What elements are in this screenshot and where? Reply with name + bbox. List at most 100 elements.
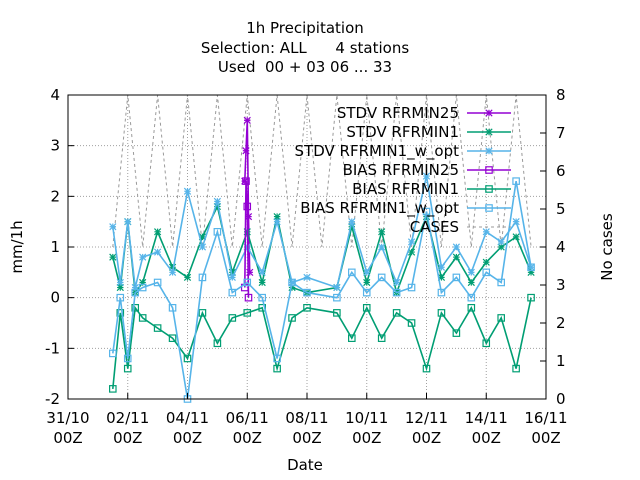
- y2-tick-label: 3: [556, 276, 566, 294]
- series-bias-rfrmin1: [109, 293, 535, 393]
- data-point-square: [437, 288, 446, 297]
- data-point-square: [198, 309, 207, 317]
- data-point-square: [131, 304, 140, 312]
- data-point-square: [228, 288, 237, 297]
- y2-tick-label: 4: [556, 238, 566, 256]
- data-point-square: [422, 207, 431, 216]
- legend-label: STDV RFRMIN1_w_opt: [295, 142, 460, 161]
- data-point-star: [333, 283, 341, 292]
- data-point-square: [153, 324, 162, 332]
- data-point-star: [467, 268, 475, 276]
- y2-tick-label: 1: [556, 352, 566, 370]
- data-point-star: [482, 258, 490, 266]
- data-point-square: [512, 177, 520, 185]
- x-tick-label-hour: 00Z: [173, 429, 202, 447]
- data-point-square: [497, 278, 505, 287]
- data-point-star: [407, 238, 416, 246]
- data-point-star: [452, 253, 460, 261]
- data-point-square: [288, 314, 296, 322]
- data-point-square: [497, 314, 505, 322]
- data-point-star: [183, 273, 192, 282]
- data-point-square: [485, 185, 493, 193]
- x-tick-label-hour: 00Z: [233, 429, 262, 447]
- data-point-star: [348, 218, 356, 226]
- data-point-square: [452, 329, 461, 337]
- data-point-star: [512, 218, 520, 226]
- series-line: [112, 94, 532, 248]
- data-point-square: [116, 293, 125, 302]
- x-tick-label-date: 04/11: [166, 409, 209, 427]
- x-tick-label-hour: 00Z: [531, 429, 560, 447]
- data-point-square: [168, 334, 177, 343]
- data-point-star: [497, 238, 505, 246]
- data-point-square: [123, 364, 132, 373]
- data-point-star: [422, 172, 431, 180]
- legend-label: BIAS RFRMIN25: [343, 161, 459, 179]
- data-point-star: [154, 248, 162, 256]
- data-point-square: [244, 293, 253, 302]
- data-point-star: [303, 273, 311, 282]
- data-point-square: [377, 334, 386, 343]
- x-tick-label-hour: 00Z: [113, 429, 142, 447]
- legend-label: CASES: [410, 218, 459, 236]
- y2-tick-label: 5: [556, 200, 566, 218]
- data-point-star: [213, 197, 221, 206]
- legend-label: BIAS RFRMIN1_w_opt: [300, 199, 459, 218]
- tick-labels: -2 -1 0 1 2 3 4 0 1 2 3 4 5 6 7 8 31/10 00Z 02/11 00Z 04/11 0…: [45, 86, 568, 447]
- legend-label: STDV RFRMIN1: [346, 123, 459, 141]
- data-point-square: [243, 202, 252, 211]
- data-point-star: [485, 147, 493, 155]
- data-point-square: [437, 309, 446, 317]
- data-point-square: [407, 283, 416, 292]
- y-tick-label: 1: [50, 238, 60, 256]
- x-tick-label-hour: 00Z: [292, 429, 321, 447]
- data-point-star: [363, 278, 371, 287]
- data-point-star: [485, 109, 493, 117]
- data-point-square: [392, 288, 401, 297]
- y2-tick-label: 7: [556, 124, 566, 142]
- data-point-square: [273, 354, 281, 363]
- data-point-square: [422, 364, 431, 373]
- data-point-square: [348, 334, 356, 343]
- data-point-square: [377, 273, 386, 282]
- y2-tick-label: 6: [556, 162, 566, 180]
- data-point-square: [109, 385, 117, 393]
- data-point-star: [183, 187, 192, 195]
- data-point-square: [138, 314, 147, 322]
- data-point-square: [333, 293, 341, 302]
- data-point-square: [198, 273, 207, 282]
- data-point-star: [243, 116, 251, 124]
- data-point-star: [109, 223, 117, 231]
- data-point-square: [213, 339, 222, 348]
- data-point-star: [452, 243, 460, 251]
- data-point-star: [363, 268, 371, 276]
- data-point-square: [183, 354, 192, 363]
- y2-tick-label: 0: [556, 390, 566, 408]
- data-point-square: [527, 293, 535, 302]
- y-tick-label: 0: [50, 289, 60, 307]
- y-tick-label: -1: [45, 339, 60, 357]
- data-point-square: [407, 319, 416, 327]
- data-point-star: [485, 128, 493, 136]
- data-point-square: [258, 293, 266, 302]
- data-point-star: [154, 228, 162, 236]
- x-tick-label-date: 06/11: [226, 409, 269, 427]
- data-point-square: [512, 364, 520, 373]
- series-cases: [112, 94, 532, 248]
- data-point-square: [109, 349, 117, 358]
- data-point-star: [467, 278, 475, 287]
- data-point-star: [124, 218, 132, 226]
- data-point-square: [303, 304, 311, 312]
- data-point-square: [288, 278, 296, 287]
- data-point-star: [242, 147, 250, 155]
- data-point-square: [467, 293, 476, 302]
- series-layer: [109, 94, 535, 403]
- x-tick-label-hour: 00Z: [472, 429, 501, 447]
- data-point-square: [213, 228, 222, 236]
- y-axis-label: mm/1h: [8, 220, 26, 273]
- data-point-star: [378, 243, 386, 251]
- y-tick-label: 4: [50, 86, 60, 104]
- series-line: [112, 204, 532, 296]
- x-tick-label-date: 10/11: [345, 409, 388, 427]
